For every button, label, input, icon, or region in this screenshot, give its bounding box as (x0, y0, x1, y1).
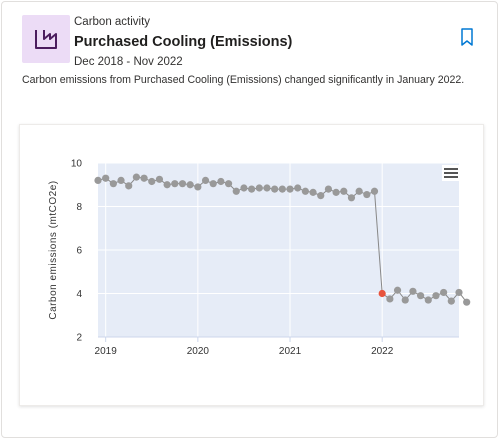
activity-icon-tile (22, 15, 70, 63)
x-tick-label: 2019 (95, 346, 118, 357)
data-point[interactable] (309, 188, 317, 196)
data-point[interactable] (294, 184, 302, 192)
bookmark-icon (461, 28, 473, 46)
data-point[interactable] (178, 180, 187, 188)
chart-menu-button[interactable] (442, 165, 460, 181)
data-point[interactable] (317, 192, 325, 200)
data-point[interactable] (278, 185, 286, 193)
chart-container: 2 4 6 8 10 2019 2020 2021 2022 Carbon emissions … (19, 124, 484, 406)
data-point[interactable] (217, 177, 225, 186)
data-point[interactable] (332, 188, 340, 196)
x-tick-label: 2021 (279, 346, 302, 357)
data-point[interactable] (447, 297, 455, 305)
highlight-point[interactable] (378, 289, 386, 298)
card-title: Purchased Cooling (Emissions) (74, 34, 293, 50)
y-tick-label: 8 (76, 202, 82, 213)
data-point[interactable] (209, 180, 217, 188)
data-point[interactable] (347, 194, 356, 202)
data-point[interactable] (263, 184, 271, 192)
data-point[interactable] (432, 292, 440, 300)
data-point[interactable] (148, 177, 156, 186)
data-point[interactable] (186, 181, 194, 189)
data-point[interactable] (286, 185, 294, 193)
insight-summary: Carbon emissions from Purchased Cooling … (22, 74, 465, 86)
bookmark-button[interactable] (459, 27, 475, 47)
data-point[interactable] (324, 185, 333, 193)
data-point[interactable] (132, 173, 141, 181)
hamburger-menu-icon (444, 168, 458, 178)
data-point[interactable] (363, 190, 371, 199)
data-point[interactable] (232, 187, 240, 195)
x-tick-label: 2020 (187, 346, 210, 357)
data-point[interactable] (155, 175, 164, 183)
data-point[interactable] (224, 180, 233, 188)
y-tick-label: 6 (76, 246, 82, 257)
data-point[interactable] (424, 296, 432, 304)
data-point[interactable] (94, 176, 102, 184)
emissions-chart: 2 4 6 8 10 2019 2020 2021 2022 Carbon emissions … (48, 159, 471, 357)
data-point[interactable] (194, 183, 202, 191)
data-point[interactable] (463, 298, 471, 306)
data-point[interactable] (163, 181, 171, 189)
data-point[interactable] (140, 174, 148, 182)
data-point[interactable] (125, 182, 133, 190)
data-point[interactable] (102, 174, 110, 182)
data-point[interactable] (255, 184, 263, 192)
data-point[interactable] (271, 185, 279, 193)
y-tick-label: 2 (76, 333, 82, 344)
data-point[interactable] (416, 292, 425, 300)
data-point[interactable] (340, 187, 348, 195)
data-point[interactable] (248, 185, 256, 193)
data-point[interactable] (240, 184, 248, 192)
data-point[interactable] (201, 176, 210, 184)
data-point[interactable] (440, 288, 448, 297)
data-point[interactable] (355, 187, 363, 195)
date-range: Dec 2018 - Nov 2022 (74, 56, 183, 68)
data-point[interactable] (455, 288, 463, 297)
y-tick-label: 10 (71, 159, 83, 170)
x-tick-label: 2022 (371, 346, 394, 357)
data-point[interactable] (409, 287, 417, 295)
data-point[interactable] (117, 176, 125, 184)
data-point[interactable] (370, 187, 379, 195)
y-axis-label: Carbon emissions (mtCO2e) (48, 180, 59, 319)
y-tick-label: 4 (76, 289, 82, 300)
data-point[interactable] (401, 296, 409, 304)
data-point[interactable] (109, 180, 117, 188)
data-point[interactable] (393, 286, 402, 294)
category-label: Carbon activity (74, 16, 151, 28)
data-point[interactable] (171, 180, 179, 188)
data-point[interactable] (301, 187, 309, 195)
factory-icon (35, 30, 57, 49)
header: Carbon activity Purchased Cooling (Emiss… (74, 15, 292, 69)
data-point[interactable] (386, 295, 394, 303)
